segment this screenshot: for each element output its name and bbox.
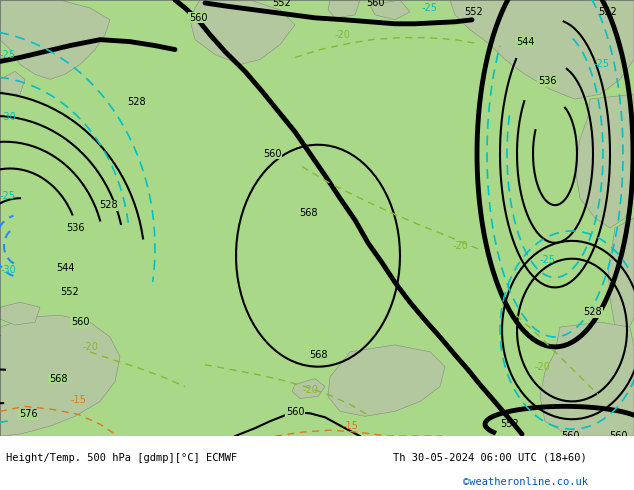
Text: 528: 528 [99,200,117,210]
Polygon shape [0,315,120,436]
Text: 544: 544 [56,263,74,272]
Text: -25: -25 [0,49,16,59]
Text: -15: -15 [342,421,358,431]
Text: -20: -20 [82,342,98,352]
Text: 560: 560 [71,317,89,327]
Text: 528: 528 [584,307,602,317]
Polygon shape [0,72,25,94]
Text: 568: 568 [309,350,327,360]
Text: -20: -20 [302,385,318,394]
Text: ©weatheronline.co.uk: ©weatheronline.co.uk [463,477,588,487]
Text: Height/Temp. 500 hPa [gdmp][°C] ECMWF: Height/Temp. 500 hPa [gdmp][°C] ECMWF [6,453,238,463]
Text: 552: 552 [501,419,519,429]
Text: -20: -20 [452,241,468,251]
Text: 552: 552 [273,0,292,8]
Polygon shape [575,94,634,228]
Polygon shape [608,218,634,337]
Text: 568: 568 [299,208,317,218]
Polygon shape [0,0,110,79]
Text: 560: 560 [609,431,627,441]
Text: 568: 568 [49,373,67,384]
Text: 552: 552 [61,288,79,297]
Text: -25: -25 [422,3,438,13]
Text: 552: 552 [465,7,483,17]
Polygon shape [328,345,445,416]
Polygon shape [0,302,40,325]
Text: 536: 536 [66,223,84,233]
Text: 560: 560 [366,0,384,8]
Text: Th 30-05-2024 06:00 UTC (18+60): Th 30-05-2024 06:00 UTC (18+60) [393,453,587,463]
Text: 560: 560 [560,431,579,441]
Polygon shape [190,0,295,64]
Text: 576: 576 [18,409,37,419]
Text: -30: -30 [0,112,16,122]
Text: -20: -20 [334,30,350,40]
Text: 536: 536 [538,76,556,86]
Text: 560: 560 [262,148,281,159]
Polygon shape [450,0,634,99]
Text: -25: -25 [0,191,16,201]
Text: 560: 560 [286,407,304,417]
Text: 544: 544 [515,37,534,47]
Text: -30: -30 [0,265,16,274]
Text: -15: -15 [70,395,86,405]
Polygon shape [328,0,360,18]
Text: -20: -20 [534,362,550,372]
Text: -25: -25 [540,255,556,265]
Polygon shape [370,0,410,20]
Polygon shape [292,379,325,398]
Text: -25: -25 [594,59,610,70]
Text: 528: 528 [127,97,146,107]
Text: 560: 560 [189,13,207,23]
Polygon shape [540,322,634,436]
Text: 552: 552 [598,7,618,17]
